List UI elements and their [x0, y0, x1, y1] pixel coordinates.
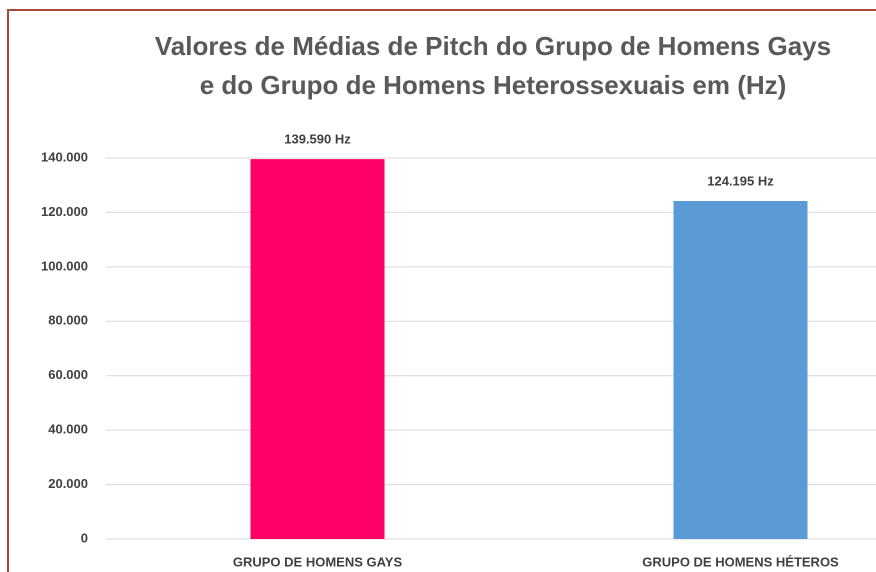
bar	[673, 201, 808, 539]
y-tick-label: 100.000	[41, 258, 88, 273]
bar	[250, 159, 385, 539]
data-label: 139.590 Hz	[284, 132, 351, 147]
y-tick-label: 20.000	[48, 476, 88, 491]
chart-title: e do Grupo de Homens Heterossexuais em (…	[200, 70, 787, 100]
chart-title: Valores de Médias de Pitch do Grupo de H…	[155, 31, 831, 61]
y-tick-label: 0	[81, 530, 88, 545]
y-tick-label: 140.000	[41, 149, 88, 164]
y-tick-label: 120.000	[41, 204, 88, 219]
x-tick-label: GRUPO DE HOMENS GAYS	[233, 554, 403, 569]
y-tick-label: 60.000	[48, 367, 88, 382]
chart-border	[7, 9, 876, 572]
x-tick-label: GRUPO DE HOMENS HÉTEROS	[642, 554, 839, 569]
data-label: 124.195 Hz	[707, 173, 774, 188]
y-tick-label: 40.000	[48, 422, 88, 437]
y-tick-label: 80.000	[48, 313, 88, 328]
